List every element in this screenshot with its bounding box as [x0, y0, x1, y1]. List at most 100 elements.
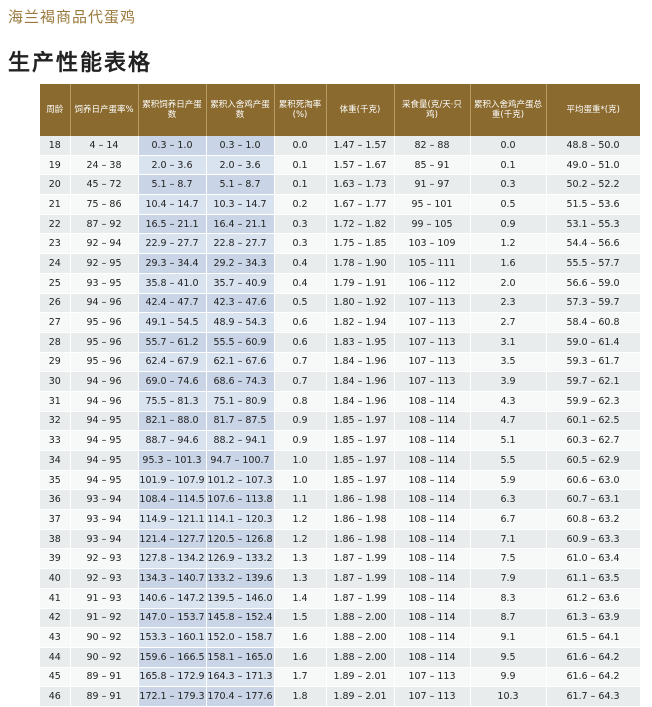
cell-hh: 62.1 – 67.6 — [206, 352, 275, 373]
cell-feed: 108 – 114 — [394, 647, 471, 668]
cell-feed: 108 – 114 — [394, 489, 471, 511]
cell-week: 32 — [40, 411, 71, 432]
cell-rate: 94 – 95 — [70, 411, 139, 432]
col-header-ew: 平均蛋重*(克) — [546, 84, 640, 136]
cell-week: 46 — [40, 686, 71, 707]
cell-ew: 53.1 – 55.3 — [546, 214, 641, 235]
cell-ew: 57.3 – 59.7 — [546, 293, 641, 314]
cell-mort: 0.7 — [274, 371, 327, 392]
table-row: 33 94 – 95 88.7 – 94.6 88.2 – 94.1 0.9 1.85 –… — [40, 430, 641, 451]
cell-hh: 94.7 – 100.7 — [206, 450, 275, 471]
cell-hh: 75.1 – 80.9 — [206, 391, 275, 412]
cell-bw: 1.47 – 1.57 — [326, 136, 395, 156]
cell-feed: 108 – 114 — [394, 470, 471, 491]
cell-mort: 1.1 — [274, 489, 327, 511]
cell-week: 34 — [40, 450, 71, 471]
cell-week: 21 — [40, 194, 71, 215]
cell-feed: 108 – 114 — [394, 430, 471, 451]
cell-bw: 1.72 – 1.82 — [326, 214, 395, 235]
cell-hd: 172.1 – 179.3 — [138, 686, 207, 707]
cell-hd: 69.0 – 74.6 — [138, 371, 207, 392]
cell-week: 26 — [40, 293, 71, 314]
cell-bw: 1.89 – 2.01 — [326, 667, 395, 688]
cell-mass: 1.2 — [470, 233, 547, 255]
cell-bw: 1.75 – 1.85 — [326, 233, 395, 255]
table-row: 37 93 – 94 114.9 – 121.1 114.1 – 120.3 1.2 1.… — [40, 509, 641, 530]
cell-hh: 145.8 – 152.4 — [206, 608, 275, 629]
cell-mass: 6.3 — [470, 489, 547, 511]
cell-ew: 50.2 – 52.2 — [546, 174, 641, 196]
cell-hh: 107.6 – 113.8 — [206, 489, 275, 511]
cell-hd: 29.3 – 34.4 — [138, 253, 207, 274]
cell-rate: 94 – 96 — [70, 293, 139, 314]
cell-week: 25 — [40, 273, 71, 294]
cell-rate: 4 – 14 — [70, 136, 139, 156]
cell-ew: 55.5 – 57.7 — [546, 253, 641, 274]
cell-rate: 94 – 95 — [70, 470, 139, 491]
brand-label: 海兰褐商品代蛋鸡 — [8, 8, 137, 26]
cell-bw: 1.85 – 1.97 — [326, 450, 395, 471]
cell-feed: 107 – 113 — [394, 352, 471, 373]
cell-week: 22 — [40, 214, 71, 235]
cell-feed: 107 – 113 — [394, 686, 471, 707]
cell-week: 30 — [40, 371, 71, 392]
table-row: 42 91 – 92 147.0 – 153.7 145.8 – 152.4 1.5 1.… — [40, 608, 641, 629]
cell-mort: 1.3 — [274, 568, 327, 589]
table-row: 36 93 – 94 108.4 – 114.5 107.6 – 113.8 1.1 1.… — [40, 489, 641, 511]
cell-mass: 8.3 — [470, 588, 547, 609]
cell-mass: 9.9 — [470, 667, 547, 688]
cell-feed: 108 – 114 — [394, 411, 471, 432]
cell-hh: 68.6 – 74.3 — [206, 371, 275, 392]
cell-feed: 108 – 114 — [394, 608, 471, 629]
cell-rate: 91 – 92 — [70, 608, 139, 629]
cell-hh: 164.3 – 171.3 — [206, 667, 275, 688]
cell-week: 19 — [40, 155, 71, 176]
cell-rate: 94 – 96 — [70, 371, 139, 392]
cell-mort: 0.2 — [274, 194, 327, 215]
cell-mass: 9.1 — [470, 627, 547, 648]
cell-rate: 90 – 92 — [70, 647, 139, 668]
cell-hh: 158.1 – 165.0 — [206, 647, 275, 668]
cell-ew: 59.0 – 61.4 — [546, 332, 641, 353]
cell-rate: 94 – 95 — [70, 450, 139, 471]
cell-rate: 89 – 91 — [70, 686, 139, 707]
cell-mass: 0.0 — [470, 136, 547, 156]
cell-week: 35 — [40, 470, 71, 491]
table-row: 40 92 – 93 134.3 – 140.7 133.2 – 139.6 1.3 1.… — [40, 568, 641, 589]
cell-bw: 1.78 – 1.90 — [326, 253, 395, 274]
cell-hd: 16.5 – 21.1 — [138, 214, 207, 235]
cell-hh: 139.5 – 146.0 — [206, 588, 275, 609]
cell-feed: 103 – 109 — [394, 233, 471, 255]
cell-week: 28 — [40, 332, 71, 353]
cell-ew: 58.4 – 60.8 — [546, 312, 641, 333]
cell-bw: 1.88 – 2.00 — [326, 627, 395, 648]
table-row: 31 94 – 96 75.5 – 81.3 75.1 – 80.9 0.8 1.84 –… — [40, 391, 641, 412]
cell-week: 18 — [40, 136, 71, 156]
cell-ew: 61.2 – 63.6 — [546, 588, 641, 609]
cell-mass: 7.9 — [470, 568, 547, 589]
cell-rate: 95 – 96 — [70, 312, 139, 333]
cell-mort: 1.0 — [274, 450, 327, 471]
cell-week: 41 — [40, 588, 71, 609]
cell-mass: 2.0 — [470, 273, 547, 294]
cell-rate: 45 – 72 — [70, 174, 139, 196]
cell-feed: 85 – 91 — [394, 155, 471, 176]
cell-ew: 60.7 – 63.1 — [546, 489, 641, 511]
cell-week: 39 — [40, 548, 71, 570]
cell-mort: 0.6 — [274, 312, 327, 333]
table-row: 44 90 – 92 159.6 – 166.5 158.1 – 165.0 1.6 1.… — [40, 647, 641, 668]
cell-hh: 120.5 – 126.8 — [206, 529, 275, 550]
table-row: 20 45 – 72 5.1 – 8.7 5.1 – 8.7 0.1 1.63 – 1.7… — [40, 174, 641, 196]
cell-mass: 10.3 — [470, 686, 547, 707]
cell-mass: 0.9 — [470, 214, 547, 235]
cell-bw: 1.82 – 1.94 — [326, 312, 395, 333]
cell-mort: 0.9 — [274, 430, 327, 451]
cell-mort: 1.8 — [274, 686, 327, 707]
col-header-week: 周龄 — [40, 84, 71, 136]
cell-hd: 165.8 – 172.9 — [138, 667, 207, 688]
cell-hd: 5.1 – 8.7 — [138, 174, 207, 196]
cell-bw: 1.86 – 1.98 — [326, 529, 395, 550]
cell-hh: 22.8 – 27.7 — [206, 233, 275, 255]
cell-feed: 105 – 111 — [394, 253, 471, 274]
cell-mass: 0.5 — [470, 194, 547, 215]
